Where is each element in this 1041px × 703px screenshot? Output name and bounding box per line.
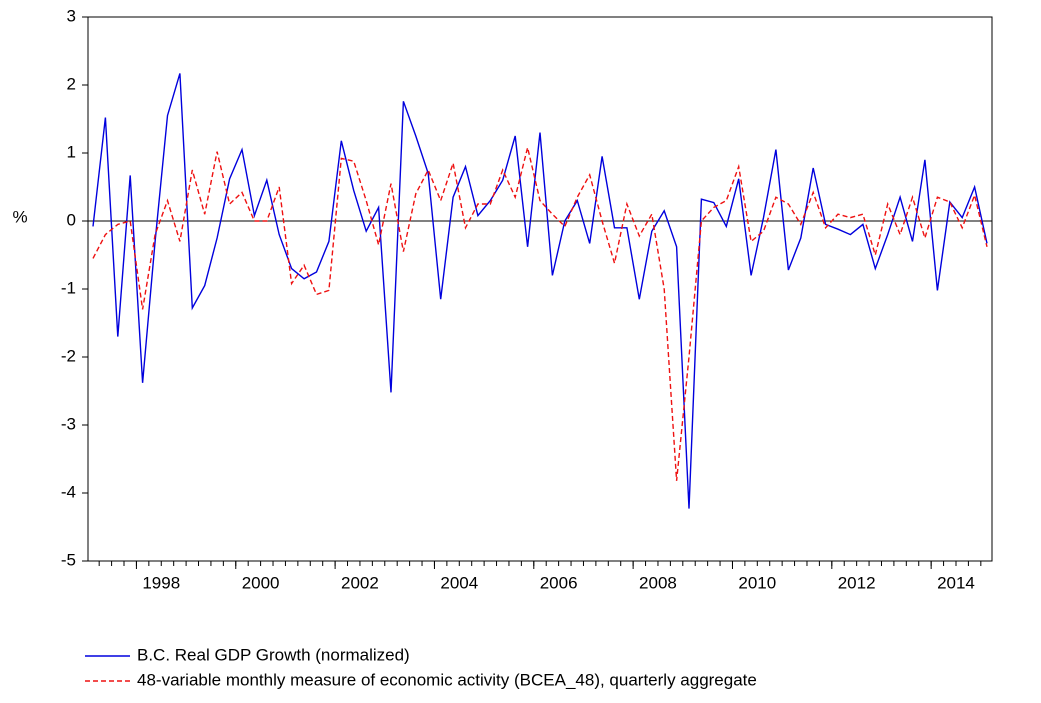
y-tick-label: 2	[67, 74, 76, 93]
x-tick-label: 1998	[142, 573, 180, 592]
plot-frame	[87, 16, 993, 562]
x-tick-label: 2012	[838, 573, 876, 592]
x-tick-label: 2008	[639, 573, 677, 592]
legend-label: 48-variable monthly measure of economic …	[137, 670, 757, 689]
y-tick-label: 0	[67, 210, 76, 229]
x-tick-label: 2010	[738, 573, 776, 592]
y-tick-label: -4	[61, 482, 76, 501]
y-tick-label: -2	[61, 346, 76, 365]
x-tick-label: 2006	[540, 573, 578, 592]
x-tick-label: 2014	[937, 573, 975, 592]
y-tick-label: 3	[67, 6, 76, 25]
y-tick-label: -3	[61, 414, 76, 433]
legend-label: B.C. Real GDP Growth (normalized)	[137, 645, 410, 664]
x-tick-label: 2002	[341, 573, 379, 592]
x-tick-label: 2000	[242, 573, 280, 592]
y-axis-label: %	[12, 207, 27, 226]
series-line	[92, 73, 988, 509]
y-tick-label: 1	[67, 142, 76, 161]
series-line	[92, 147, 988, 481]
y-tick-label: -1	[61, 278, 76, 297]
y-tick-label: -5	[61, 550, 76, 569]
x-tick-label: 2004	[440, 573, 478, 592]
